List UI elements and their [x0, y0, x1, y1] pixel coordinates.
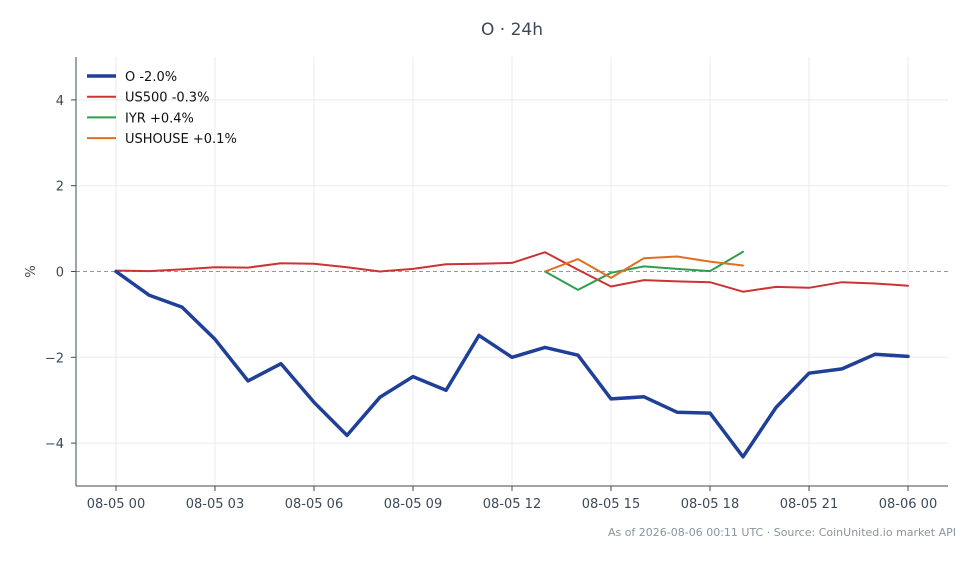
legend-label: USHOUSE +0.1%: [125, 132, 237, 147]
legend-label: US500 -0.3%: [125, 91, 209, 106]
x-tick-label: 08-05 21: [780, 497, 838, 512]
chart-title: O · 24h: [481, 20, 543, 40]
legend-label: O -2.0%: [125, 70, 177, 85]
y-tick-label: 0: [56, 266, 64, 281]
x-tick-label: 08-05 00: [87, 497, 145, 512]
x-tick-label: 08-05 06: [285, 497, 343, 512]
series-line-3: [544, 255, 744, 279]
y-tick-label: 2: [56, 180, 64, 195]
y-tick-label: −2: [45, 351, 64, 366]
x-tick-label: 08-05 18: [681, 497, 739, 512]
y-axis-label: %: [24, 265, 39, 277]
legend-label: IYR +0.4%: [125, 111, 194, 126]
series-line-0: [114, 269, 910, 459]
series-line-2: [544, 250, 744, 291]
series-line-1: [115, 251, 909, 293]
chart-footer: As of 2026-08-06 00:11 UTC · Source: Coi…: [607, 526, 956, 539]
x-tick-label: 08-05 12: [483, 497, 541, 512]
y-tick-label: 4: [56, 94, 64, 109]
x-tick-label: 08-05 09: [384, 497, 442, 512]
x-tick-label: 08-06 00: [879, 497, 937, 512]
y-tick-label: −4: [45, 437, 64, 452]
x-tick-label: 08-05 15: [582, 497, 640, 512]
x-tick-label: 08-05 03: [186, 497, 244, 512]
